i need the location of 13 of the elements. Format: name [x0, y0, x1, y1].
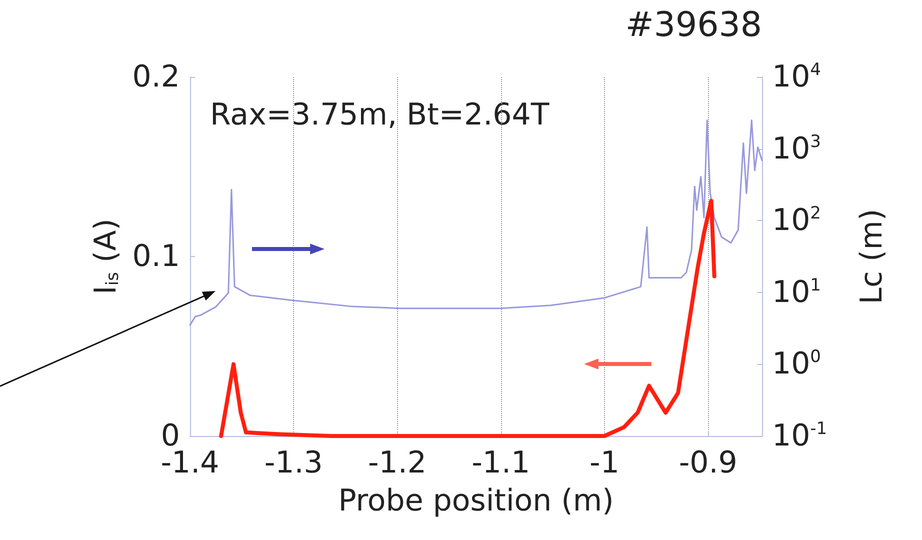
y-tick-label: 0.1 [132, 239, 180, 274]
line-series [219, 198, 716, 438]
y-tick-label: 0.2 [132, 60, 180, 94]
chart-title: #39638 [625, 5, 762, 45]
y-axis-title: Iis (A) [88, 218, 124, 294]
x-tick-label: -1 [590, 446, 620, 480]
x-tick-label: -1.2 [368, 446, 427, 480]
x-axis-title: Probe position (m) [338, 484, 614, 518]
y2-axis-title: Lc (m) [854, 208, 890, 304]
x-tick-label: -1.1 [472, 446, 530, 480]
annotation: Rax=3.75m, Bt=2.64T [210, 98, 550, 132]
x-tick-label: -1.3 [264, 446, 323, 480]
x-tick-label: -0.9 [678, 446, 738, 480]
